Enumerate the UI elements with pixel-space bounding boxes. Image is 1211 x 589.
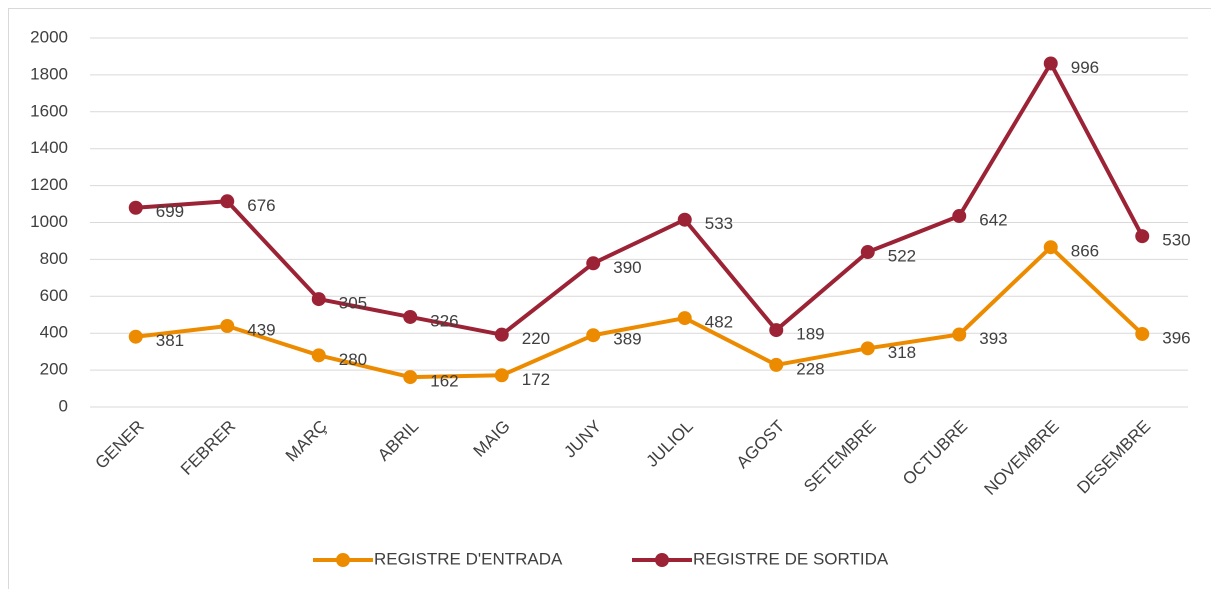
- y-tick-label: 2000: [30, 27, 68, 46]
- data-label: 390: [613, 258, 641, 277]
- y-tick-label: 1000: [30, 212, 68, 231]
- data-point: [403, 309, 418, 324]
- data-point: [311, 292, 326, 307]
- data-label: 996: [1071, 58, 1099, 77]
- data-label: 305: [339, 294, 367, 313]
- x-tick-label: SETEMBRE: [800, 417, 880, 497]
- y-tick-label: 800: [40, 249, 68, 268]
- y-tick-label: 1400: [30, 138, 68, 157]
- y-tick-label: 0: [59, 396, 68, 415]
- data-label: 866: [1071, 242, 1099, 261]
- data-label: 533: [705, 214, 733, 233]
- data-label: 280: [339, 350, 367, 369]
- data-label: 162: [430, 372, 458, 391]
- legend-label: REGISTRE DE SORTIDA: [693, 549, 889, 568]
- data-point: [128, 200, 143, 215]
- data-label: 676: [247, 196, 275, 215]
- x-tick-label: JULIOL: [643, 417, 697, 471]
- data-point: [311, 348, 326, 363]
- data-point: [403, 370, 418, 385]
- data-point: [128, 329, 143, 344]
- x-tick-label: ABRIL: [374, 417, 422, 465]
- chart-frame: [8, 8, 1211, 589]
- data-point: [494, 368, 509, 383]
- series-line: [135, 245, 1144, 380]
- data-label: 389: [613, 330, 641, 349]
- data-label: 189: [796, 325, 824, 344]
- x-tick-label: OCTUBRE: [899, 417, 971, 489]
- data-point: [860, 341, 875, 356]
- x-tick-label: DESEMBRE: [1073, 417, 1154, 498]
- data-point: [220, 319, 235, 334]
- y-tick-label: 1200: [30, 175, 68, 194]
- legend-marker: [655, 553, 669, 567]
- data-point: [586, 256, 601, 271]
- data-point: [1135, 229, 1150, 244]
- data-label: 642: [979, 211, 1007, 230]
- data-label: 220: [522, 329, 550, 348]
- x-tick-label: FEBRER: [177, 417, 239, 479]
- x-tick-label: MARÇ: [282, 417, 331, 466]
- y-tick-label: 1800: [30, 64, 68, 83]
- data-label: 522: [888, 247, 916, 266]
- data-label: 439: [247, 320, 275, 339]
- x-tick-label: GENER: [92, 417, 148, 473]
- data-point: [586, 328, 601, 343]
- data-point: [952, 209, 967, 224]
- data-label: 699: [156, 202, 184, 221]
- data-point: [220, 194, 235, 209]
- data-point: [952, 327, 967, 342]
- data-point: [860, 245, 875, 260]
- data-point: [677, 212, 692, 227]
- x-tick-label: MAIG: [470, 417, 514, 461]
- legend-marker: [336, 553, 350, 567]
- x-tick-label: JUNY: [560, 417, 605, 462]
- data-point: [1043, 56, 1058, 71]
- data-label: 326: [430, 311, 458, 330]
- data-label: 381: [156, 331, 184, 350]
- data-label: 482: [705, 313, 733, 332]
- data-label: 172: [522, 370, 550, 389]
- data-label: 530: [1162, 231, 1190, 250]
- data-point: [494, 327, 509, 342]
- y-tick-label: 1600: [30, 101, 68, 120]
- legend-label: REGISTRE D'ENTRADA: [374, 549, 563, 568]
- data-point: [1135, 326, 1150, 341]
- data-point: [769, 357, 784, 372]
- data-label: 393: [979, 329, 1007, 348]
- series-line: [135, 61, 1145, 337]
- y-tick-label: 200: [40, 360, 68, 379]
- x-tick-label: AGOST: [733, 417, 789, 473]
- data-point: [1043, 240, 1058, 255]
- data-point: [769, 323, 784, 338]
- y-tick-label: 600: [40, 286, 68, 305]
- data-label: 318: [888, 343, 916, 362]
- data-label: 396: [1162, 328, 1190, 347]
- y-tick-label: 400: [40, 323, 68, 342]
- x-tick-label: NOVEMBRE: [981, 417, 1063, 499]
- data-label: 228: [796, 359, 824, 378]
- data-point: [677, 311, 692, 326]
